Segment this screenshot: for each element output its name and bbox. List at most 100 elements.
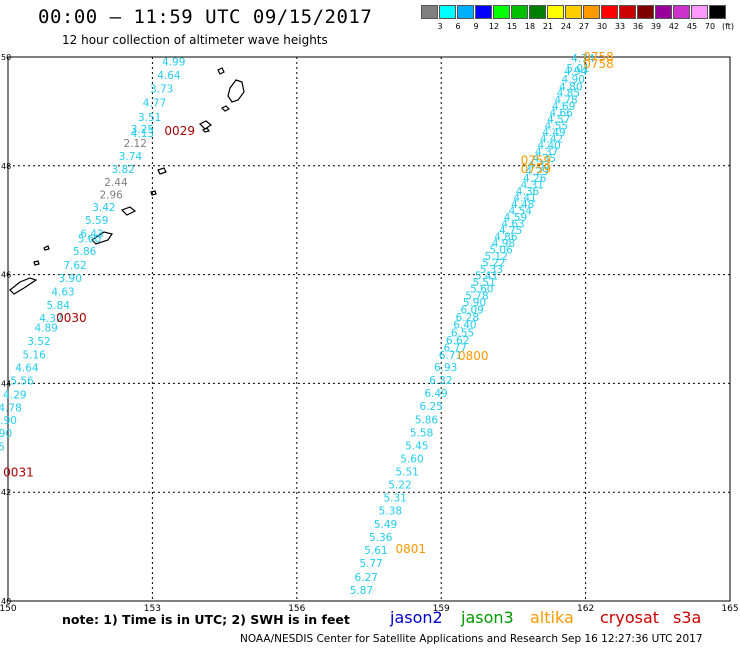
wave-height-value: 4.78 bbox=[554, 94, 577, 106]
scale-label: 3 bbox=[437, 22, 443, 31]
wave-height-value: 4.74 bbox=[571, 53, 595, 65]
scale-swatch bbox=[583, 5, 600, 19]
wave-height-value: 4.89 bbox=[34, 322, 57, 334]
wave-height-value: 4.29 bbox=[3, 389, 26, 401]
scale-label: 6 bbox=[455, 22, 461, 31]
x-tick-label: 150 bbox=[0, 604, 17, 614]
wave-height-value: 3.51 bbox=[138, 112, 161, 124]
wave-height-value: 4.77 bbox=[143, 98, 166, 110]
wave-height-value: 5.90 bbox=[463, 297, 486, 309]
axis-tick-labels: 150 153 156 159 162 165 40 42 44 46 48 50 bbox=[0, 53, 739, 614]
wave-height-value: 4.54 bbox=[509, 205, 533, 217]
wave-height-value: 4.63 bbox=[501, 218, 524, 230]
wave-height-value: 4.75 bbox=[499, 225, 522, 237]
wave-height-value: 5.12 bbox=[485, 251, 508, 263]
satellite-label-jason2: jason2 bbox=[390, 608, 443, 627]
x-tick-label: 162 bbox=[577, 604, 594, 614]
scale-swatch bbox=[511, 5, 528, 19]
satellite-label-jason3: jason3 bbox=[461, 608, 514, 627]
wave-height-value: 4.99 bbox=[162, 56, 185, 68]
wave-height-value: 4.85 bbox=[557, 87, 580, 99]
wave-height-value: 5.31 bbox=[383, 493, 406, 505]
wave-height-value: 5.60 bbox=[400, 453, 423, 465]
wave-height-value: 4.31 bbox=[521, 179, 544, 191]
island-outline bbox=[201, 127, 210, 133]
wave-height-value: 4.69 bbox=[552, 101, 575, 113]
pass-time-label: 0758 bbox=[583, 57, 614, 71]
scale-swatch bbox=[421, 5, 438, 19]
wave-height-value: 5.59 bbox=[85, 215, 108, 227]
wave-height-value: 2.12 bbox=[124, 138, 147, 150]
scale-label: 9 bbox=[473, 22, 479, 31]
wave-height-value: 7.62 bbox=[63, 260, 86, 272]
page-title: 00:00 – 11:59 UTC 09/15/2017 bbox=[38, 6, 373, 28]
wave-height-value: 5.86 bbox=[73, 246, 97, 258]
scale-label: 27 bbox=[578, 22, 590, 31]
island-outline bbox=[150, 190, 157, 196]
wave-height-value: 4.59 bbox=[504, 212, 527, 224]
scale-swatch bbox=[529, 5, 546, 19]
scale-label: 21 bbox=[542, 22, 554, 31]
scale-swatch bbox=[601, 5, 618, 19]
x-tick-label: 165 bbox=[721, 604, 738, 614]
wave-height-value: 4.41 bbox=[513, 192, 536, 204]
pass-time-label: 0801 bbox=[395, 542, 426, 556]
y-tick-label: 42 bbox=[1, 488, 11, 497]
scale-label: (ft) bbox=[721, 22, 735, 31]
scale-swatch bbox=[475, 5, 492, 19]
wave-height-value: 4.26 bbox=[523, 173, 547, 185]
wave-height-value: 4.90 bbox=[0, 428, 12, 440]
island-outline bbox=[120, 206, 137, 216]
wave-height-value: 3.82 bbox=[111, 164, 134, 176]
wave-height-value: 4.90 bbox=[562, 74, 585, 86]
pass-time-label: 0759 bbox=[521, 162, 552, 176]
scale-label: 36 bbox=[632, 22, 644, 31]
x-tick-label: 153 bbox=[144, 604, 161, 614]
wave-height-value: 6.49 bbox=[424, 388, 447, 400]
wave-height-value: 5.36 bbox=[369, 532, 393, 544]
wave-height-value: 6.62 bbox=[446, 335, 469, 347]
wave-height-value: 4.42 bbox=[540, 134, 563, 146]
island-outline bbox=[227, 79, 245, 103]
wave-height-value: 4.64 bbox=[15, 363, 39, 375]
wave-height-value: 4.40 bbox=[537, 140, 560, 152]
wave-height-value: 5.51 bbox=[395, 467, 418, 479]
wave-height-value: 6.09 bbox=[460, 304, 483, 316]
satellite-label-s3a: s3a bbox=[673, 608, 702, 627]
pass-time-label: 0031 bbox=[3, 466, 34, 480]
wave-height-value: 4.29 bbox=[525, 166, 548, 178]
pass-time-label: 0030 bbox=[56, 311, 87, 325]
wave-height-value: 5.77 bbox=[359, 558, 382, 570]
wave-height-value: 5.87 bbox=[350, 585, 373, 597]
island-outline bbox=[9, 277, 38, 295]
wave-height-value: 6.77 bbox=[444, 342, 467, 354]
y-tick-label: 50 bbox=[1, 53, 11, 62]
wave-height-value: 4.35 bbox=[533, 153, 556, 165]
wave-height-value: 3.52 bbox=[27, 336, 50, 348]
y-tick-label: 44 bbox=[1, 379, 11, 388]
wave-height-value: 4.57 bbox=[547, 114, 570, 126]
pass-time-label: 0800 bbox=[458, 349, 489, 363]
scale-label: 12 bbox=[488, 22, 500, 31]
satellite-label-cryosat: cryosat bbox=[600, 608, 660, 627]
footer-note: note: 1) Time is in UTC; 2) SWH is in fe… bbox=[62, 612, 350, 627]
wave-height-value: 5.49 bbox=[374, 519, 397, 531]
scale-label: 42 bbox=[668, 22, 680, 31]
x-tick-label: 159 bbox=[433, 604, 450, 614]
grid-lines bbox=[8, 57, 730, 601]
wave-height-value: 4.90 bbox=[0, 415, 17, 427]
wave-height-value: 6.32 bbox=[429, 375, 452, 387]
wave-height-value: 3.25 bbox=[131, 124, 154, 136]
island-outline bbox=[43, 245, 50, 251]
wave-height-value: 5.58 bbox=[410, 427, 433, 439]
wave-height-value: 5.84 bbox=[47, 300, 71, 312]
wave-height-value: 3.74 bbox=[119, 151, 143, 163]
wave-height-value: 5.01 bbox=[566, 63, 589, 75]
scale-swatch bbox=[547, 5, 564, 19]
wave-height-value: 3.42 bbox=[92, 202, 115, 214]
wave-height-value: 4.63 bbox=[51, 286, 74, 298]
island-outline bbox=[91, 231, 113, 245]
scale-label: 33 bbox=[614, 22, 626, 31]
wave-height-value: 4.48 bbox=[511, 199, 534, 211]
